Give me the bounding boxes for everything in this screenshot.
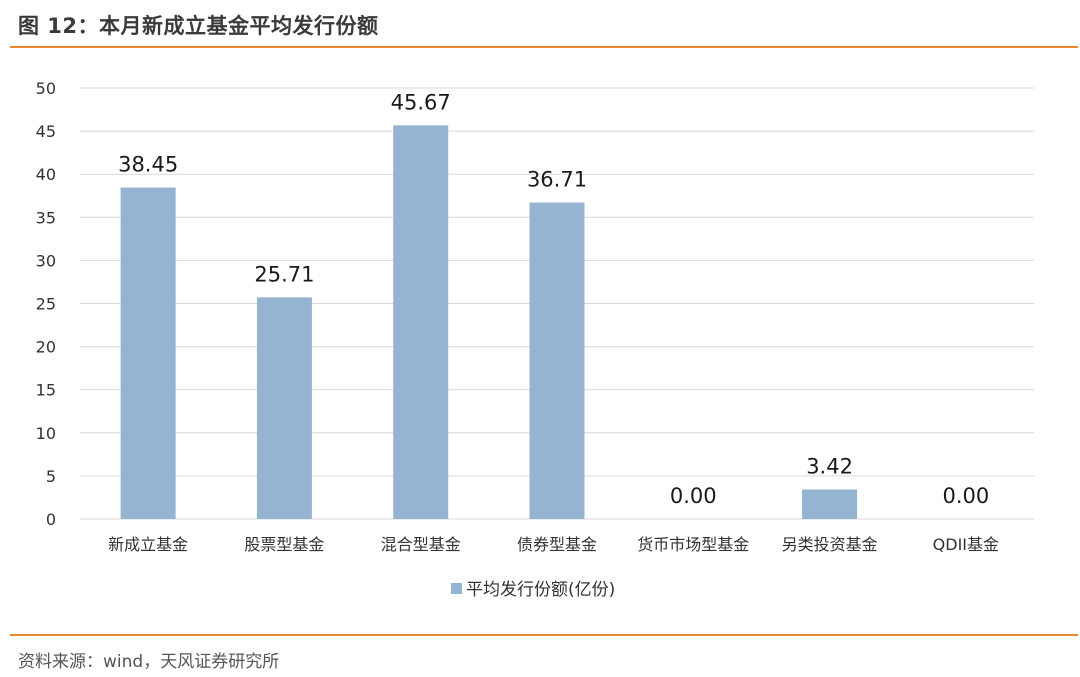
y-axis-ticks: 0 5 10 15 20 25 30 35 40 45 50	[36, 79, 56, 529]
y-tick-label: 10	[36, 424, 56, 443]
y-tick-label: 35	[36, 208, 56, 227]
x-tick-label: 混合型基金	[381, 535, 461, 554]
title-divider	[10, 46, 1078, 48]
y-tick-label: 45	[36, 122, 56, 141]
source-note: 资料来源：wind，天风证券研究所	[18, 652, 280, 672]
x-tick-label: 货币市场型基金	[637, 535, 749, 554]
bar	[120, 187, 176, 519]
source-divider	[10, 634, 1078, 636]
bar	[802, 489, 858, 519]
bar-value-label: 38.45	[118, 153, 178, 177]
bar	[256, 297, 312, 519]
y-tick-label: 5	[46, 467, 56, 486]
bar-value-labels: 38.45 25.71 45.67 36.71 0.00 3.42 0.00	[118, 90, 989, 508]
y-tick-label: 40	[36, 165, 56, 184]
y-tick-label: 25	[36, 295, 56, 314]
y-tick-label: 0	[46, 510, 56, 529]
x-tick-label: 债券型基金	[517, 535, 597, 554]
bar-value-label: 0.00	[670, 484, 717, 508]
y-tick-label: 30	[36, 251, 56, 270]
legend: 平均发行份额(亿份)	[451, 580, 615, 600]
x-axis-labels: 新成立基金 股票型基金 混合型基金 债券型基金 货币市场型基金 另类投资基金 QDII基金	[108, 535, 999, 554]
bar	[529, 202, 585, 519]
x-tick-label: 另类投资基金	[782, 535, 878, 554]
bar-value-label: 25.71	[254, 262, 314, 286]
x-tick-label: QDII基金	[933, 535, 999, 554]
bar-value-label: 45.67	[391, 90, 451, 114]
bar	[393, 125, 449, 520]
y-tick-label: 20	[36, 338, 56, 357]
x-tick-label: 股票型基金	[244, 535, 324, 554]
bars	[120, 125, 858, 520]
bar-value-label: 36.71	[527, 168, 587, 192]
legend-swatch	[451, 583, 462, 594]
figure-title: 图 12：本月新成立基金平均发行份额	[18, 14, 379, 38]
bar-value-label: 0.00	[942, 484, 989, 508]
x-tick-label: 新成立基金	[108, 535, 188, 554]
y-tick-label: 50	[36, 79, 56, 98]
bar-value-label: 3.42	[806, 455, 853, 479]
legend-label: 平均发行份额(亿份)	[466, 580, 615, 600]
y-tick-label: 15	[36, 381, 56, 400]
bar-chart: 0 5 10 15 20 25 30 35 40 45 50 38.45 25.71 45.67 36.7…	[36, 79, 1034, 600]
